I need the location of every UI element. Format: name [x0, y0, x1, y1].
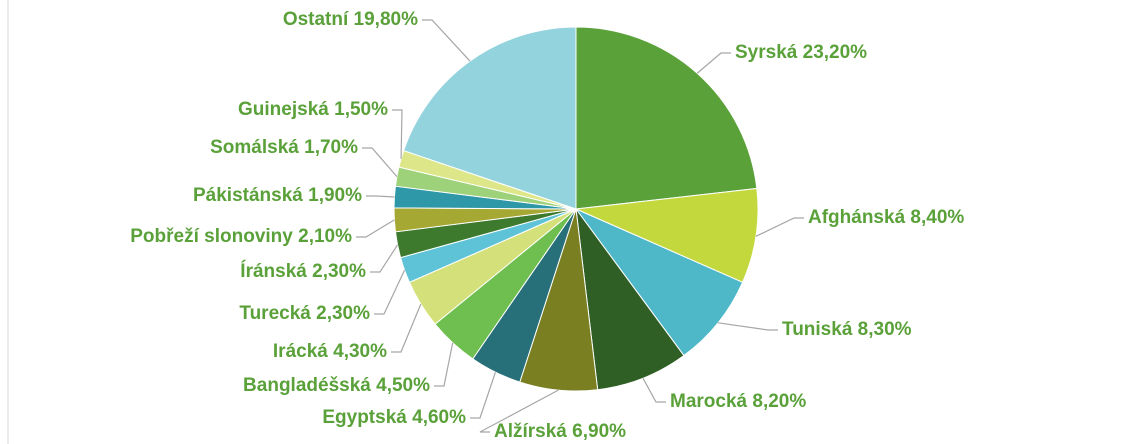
slice-label: Ostatní 19,80%: [283, 9, 418, 30]
leader-line: [366, 195, 395, 198]
category-name: Bangladéšská: [243, 375, 371, 396]
leader-line: [422, 19, 471, 62]
value-label: 4,50%: [376, 375, 430, 396]
category-name: Guinejská: [238, 99, 329, 120]
pie-slice: [575, 26, 758, 210]
leader-line: [356, 219, 395, 238]
pie-slice: [574, 187, 759, 283]
slice-label: Marocká 8,20%: [670, 391, 806, 412]
leader-line: [479, 389, 559, 433]
leader-line: [392, 109, 403, 159]
category-name: Somálská: [210, 137, 299, 158]
value-label: 2,30%: [312, 261, 366, 282]
slice-label: Alžírská 6,90%: [494, 421, 626, 442]
category-name: Afghánská: [808, 207, 906, 228]
category-name: Ostatní: [283, 9, 349, 30]
leader-line: [696, 52, 731, 74]
leader-line: [642, 377, 666, 403]
slice-label: Bangladéšská 4,50%: [243, 375, 430, 396]
slice-label: Syrská 23,20%: [735, 42, 867, 63]
value-label: 1,50%: [334, 99, 388, 120]
category-name: Irácká: [273, 341, 328, 362]
value-label: 19,80%: [354, 9, 419, 30]
leader-line: [391, 303, 422, 353]
value-label: 1,90%: [308, 185, 362, 206]
value-label: 4,60%: [412, 407, 466, 428]
category-name: Tuniská: [782, 319, 858, 340]
pie-slice: [402, 26, 577, 210]
category-name: Alžírská: [494, 421, 567, 442]
leader-line: [370, 244, 399, 273]
leader-line: [717, 322, 778, 331]
leader-line: [434, 342, 454, 387]
value-label: 1,70%: [304, 137, 358, 158]
leader-line: [755, 217, 804, 237]
value-label: 8,40%: [910, 207, 964, 228]
slice-label: Tuniská 8,30%: [782, 319, 912, 340]
category-name: Íránská: [240, 260, 307, 282]
slice-label: Pákistánská 1,90%: [193, 185, 362, 206]
leader-line: [362, 147, 398, 177]
category-name: Pákistánská: [193, 185, 303, 206]
category-name: Marocká: [670, 391, 748, 412]
value-label: 2,30%: [316, 303, 370, 324]
slice-label: Guinejská 1,50%: [238, 99, 388, 120]
category-name: Pobřeží slonoviny: [130, 226, 293, 247]
slice-label: Irácká 4,30%: [273, 341, 387, 362]
pie-slice: [574, 207, 744, 357]
slice-label: Íránská 2,30%: [240, 260, 366, 282]
leader-line: [470, 371, 496, 419]
pie-slice: [575, 207, 685, 391]
value-label: 6,90%: [572, 421, 626, 442]
value-label: 8,20%: [752, 391, 806, 412]
category-name: Syrská: [735, 42, 798, 63]
value-label: 23,20%: [803, 42, 868, 63]
leader-line: [374, 269, 406, 315]
category-name: Egyptská: [322, 407, 407, 428]
slice-label: Afghánská 8,40%: [808, 207, 964, 228]
slice-label: Turecká 2,30%: [239, 303, 370, 324]
value-label: 2,10%: [298, 226, 352, 247]
slice-label: Somálská 1,70%: [210, 137, 358, 158]
slice-label: Pobřeží slonoviny 2,10%: [130, 226, 352, 247]
category-name: Turecká: [239, 303, 311, 324]
value-label: 8,30%: [858, 319, 912, 340]
value-label: 4,30%: [333, 341, 387, 362]
slice-label: Egyptská 4,60%: [322, 407, 466, 428]
